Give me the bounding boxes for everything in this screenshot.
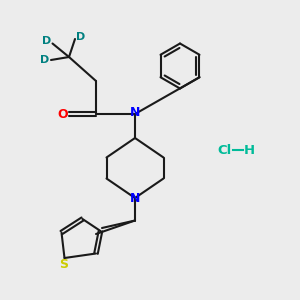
Text: D: D — [43, 36, 52, 46]
Text: D: D — [76, 32, 85, 42]
Text: H: H — [243, 143, 255, 157]
Text: O: O — [57, 107, 68, 121]
Text: Cl: Cl — [218, 143, 232, 157]
Text: N: N — [130, 192, 140, 205]
Text: N: N — [130, 106, 140, 119]
Text: S: S — [59, 258, 68, 271]
Text: D: D — [40, 55, 50, 65]
